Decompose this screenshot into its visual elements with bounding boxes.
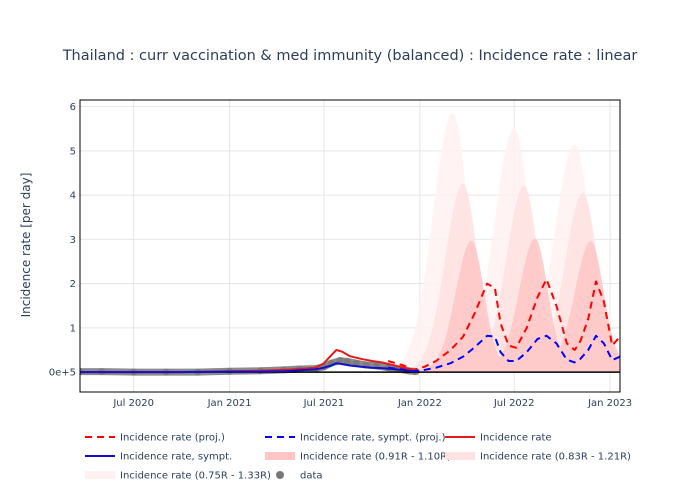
- band-0: [392, 238, 620, 373]
- x-tick-label-1: Jan 2021: [207, 398, 252, 409]
- x-tick-label-3: Jan 2022: [397, 398, 442, 409]
- legend-label-1: Incidence rate, sympt. (proj.): [300, 433, 446, 444]
- legend-swatch-6: [85, 471, 115, 479]
- plot-series-group: [80, 113, 620, 376]
- legend-label-7: data: [300, 471, 323, 482]
- legend: Incidence rate (proj.) Incidence rate, sy…: [85, 433, 631, 482]
- chart-title: Thailand : curr vaccination & med immuni…: [62, 48, 638, 64]
- legend-label-2: Incidence rate: [480, 433, 552, 444]
- y-tick-label-3: 3: [70, 235, 76, 246]
- series-line-3: [80, 362, 414, 374]
- y-tick-label-0: 0e+5: [49, 368, 76, 379]
- legend-item-6: Incidence rate (0.75R - 1.33R): [85, 471, 271, 482]
- legend-label-4: Incidence rate (0.91R - 1.10R): [300, 452, 451, 463]
- legend-swatch-7: [276, 471, 284, 479]
- legend-item-0: Incidence rate (proj.): [85, 433, 225, 444]
- legend-label-3: Incidence rate, sympt.: [120, 452, 232, 463]
- legend-item-5: Incidence rate (0.83R - 1.21R): [445, 452, 631, 463]
- legend-item-3: Incidence rate, sympt.: [85, 452, 232, 463]
- legend-item-1: Incidence rate, sympt. (proj.): [265, 433, 446, 444]
- plot-area: 0e+5 1 2 3 4 5 6 Jul 2020 Jan 2021 Jul 2021 Jan 20…: [49, 99, 632, 409]
- y-axis-title: Incidence rate [per day]: [19, 173, 33, 318]
- x-tick-label-2: Jul 2021: [303, 398, 345, 409]
- x-tick-label-0: Jul 2020: [112, 398, 154, 409]
- series-line-1: [387, 334, 620, 373]
- y-tick-label-5: 5: [70, 146, 76, 157]
- x-tick-label-4: Jul 2022: [493, 398, 535, 409]
- legend-swatch-4: [265, 452, 295, 460]
- legend-label-6: Incidence rate (0.75R - 1.33R): [120, 471, 271, 482]
- y-tick-label-4: 4: [70, 191, 76, 202]
- legend-label-5: Incidence rate (0.83R - 1.21R): [480, 452, 631, 463]
- legend-swatch-5: [445, 452, 475, 460]
- series-line-0: [387, 278, 620, 371]
- legend-item-4: Incidence rate (0.91R - 1.10R): [265, 452, 451, 463]
- y-tick-label-2: 2: [70, 279, 76, 290]
- legend-item-2: Incidence rate: [445, 433, 552, 444]
- legend-item-7: data: [276, 471, 323, 482]
- plot-frame: [79, 99, 621, 393]
- y-tick-label-1: 1: [70, 323, 76, 334]
- legend-label-0: Incidence rate (proj.): [120, 433, 225, 444]
- x-tick-label-5: Jan 2023: [587, 398, 632, 409]
- y-tick-label-6: 6: [70, 102, 76, 113]
